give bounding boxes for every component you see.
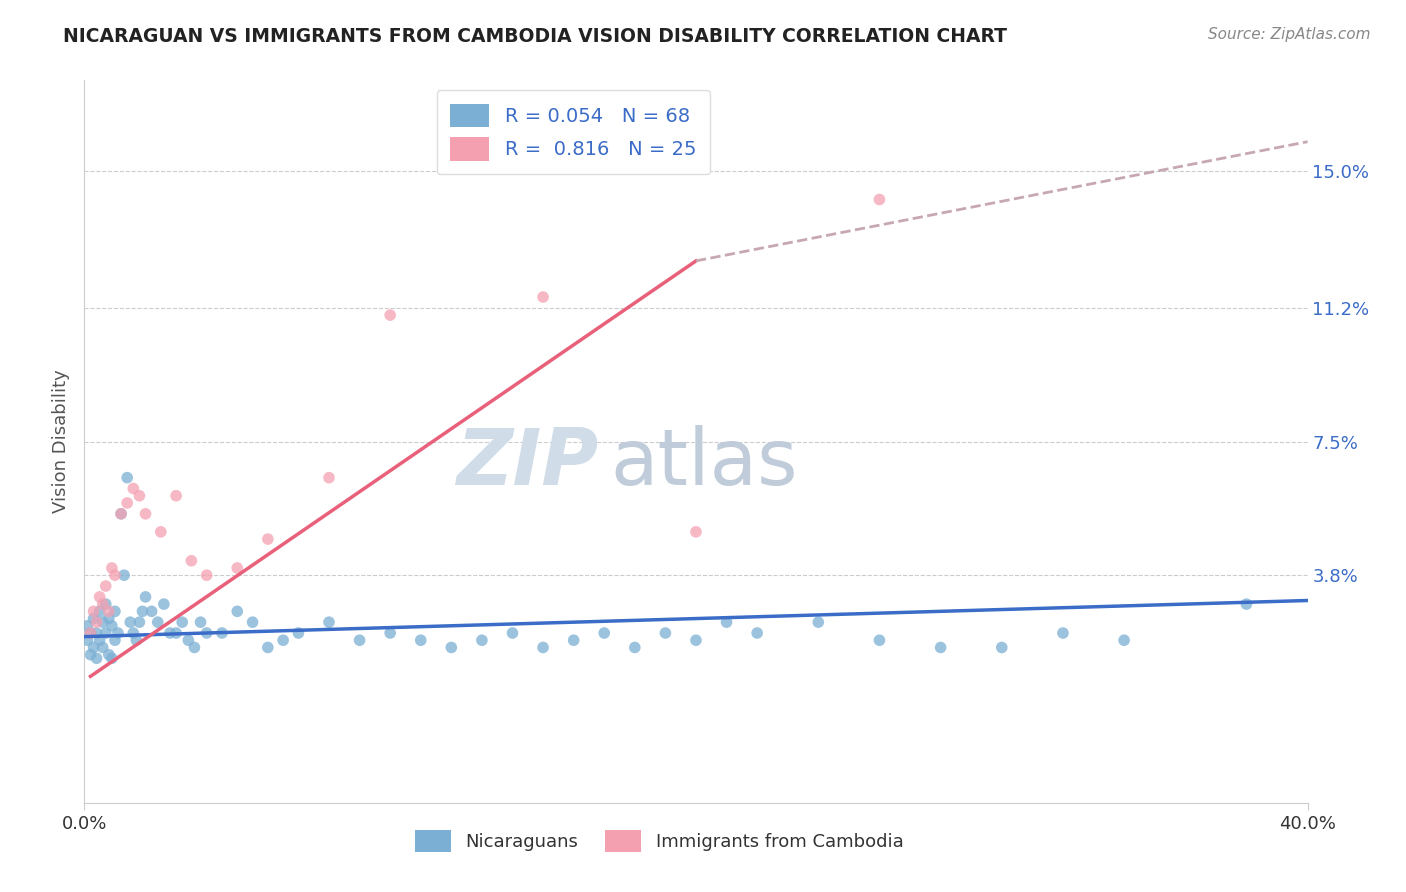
Point — [115, 496, 138, 510]
Point — [190, 615, 212, 630]
Point — [685, 524, 707, 539]
Point — [104, 633, 127, 648]
Point — [531, 290, 554, 304]
Point — [122, 626, 145, 640]
Point — [89, 633, 111, 648]
Point — [195, 626, 218, 640]
Point — [104, 604, 127, 618]
Point — [141, 604, 163, 618]
Point — [257, 532, 280, 546]
Text: ZIP: ZIP — [456, 425, 598, 501]
Point — [440, 640, 463, 655]
Point — [89, 604, 111, 618]
Point — [110, 507, 132, 521]
Point — [128, 615, 150, 630]
Point — [685, 633, 707, 648]
Y-axis label: Vision Disability: Vision Disability — [52, 369, 70, 514]
Point — [122, 482, 145, 496]
Point — [471, 633, 494, 648]
Point — [120, 615, 142, 630]
Point — [135, 507, 157, 521]
Point — [654, 626, 676, 640]
Point — [1114, 633, 1136, 648]
Point — [110, 507, 132, 521]
Point — [101, 651, 124, 665]
Point — [991, 640, 1014, 655]
Point — [195, 568, 218, 582]
Point — [318, 615, 340, 630]
Point — [149, 524, 172, 539]
Point — [624, 640, 647, 655]
Point — [211, 626, 233, 640]
Point — [226, 561, 249, 575]
Point — [89, 590, 111, 604]
Point — [531, 640, 554, 655]
Text: NICARAGUAN VS IMMIGRANTS FROM CAMBODIA VISION DISABILITY CORRELATION CHART: NICARAGUAN VS IMMIGRANTS FROM CAMBODIA V… — [63, 27, 1007, 45]
Point — [101, 619, 124, 633]
Point — [380, 626, 402, 640]
Point — [747, 626, 769, 640]
Text: Source: ZipAtlas.com: Source: ZipAtlas.com — [1208, 27, 1371, 42]
Point — [83, 604, 105, 618]
Point — [83, 611, 105, 625]
Point — [177, 633, 200, 648]
Point — [131, 604, 153, 618]
Point — [107, 626, 129, 640]
Point — [153, 597, 176, 611]
Point — [1052, 626, 1074, 640]
Point — [409, 633, 432, 648]
Point — [165, 489, 187, 503]
Point — [1236, 597, 1258, 611]
Point — [125, 633, 148, 648]
Point — [115, 470, 138, 484]
Point — [183, 640, 205, 655]
Point — [869, 193, 891, 207]
Point — [593, 626, 616, 640]
Point — [79, 626, 101, 640]
Point — [159, 626, 181, 640]
Point — [76, 619, 98, 633]
Point — [86, 615, 108, 630]
Point — [287, 626, 309, 640]
Point — [79, 648, 101, 662]
Point — [86, 626, 108, 640]
Point — [257, 640, 280, 655]
Point — [104, 568, 127, 582]
Point — [94, 579, 117, 593]
Point — [97, 611, 120, 625]
Point — [91, 615, 114, 630]
Point — [128, 489, 150, 503]
Point — [86, 651, 108, 665]
Point — [146, 615, 169, 630]
Legend: Nicaraguans, Immigrants from Cambodia: Nicaraguans, Immigrants from Cambodia — [408, 822, 911, 859]
Point — [165, 626, 187, 640]
Point — [349, 633, 371, 648]
Point — [318, 470, 340, 484]
Point — [76, 633, 98, 648]
Point — [112, 568, 135, 582]
Point — [716, 615, 738, 630]
Point — [135, 590, 157, 604]
Point — [502, 626, 524, 640]
Point — [271, 633, 294, 648]
Point — [91, 640, 114, 655]
Point — [380, 308, 402, 322]
Point — [562, 633, 585, 648]
Point — [79, 626, 101, 640]
Point — [869, 633, 891, 648]
Point — [94, 626, 117, 640]
Point — [94, 597, 117, 611]
Point — [807, 615, 830, 630]
Point — [97, 604, 120, 618]
Point — [180, 554, 202, 568]
Text: atlas: atlas — [610, 425, 797, 501]
Point — [242, 615, 264, 630]
Point — [97, 648, 120, 662]
Point — [91, 597, 114, 611]
Point — [226, 604, 249, 618]
Point — [172, 615, 194, 630]
Point — [101, 561, 124, 575]
Point — [929, 640, 952, 655]
Point — [83, 640, 105, 655]
